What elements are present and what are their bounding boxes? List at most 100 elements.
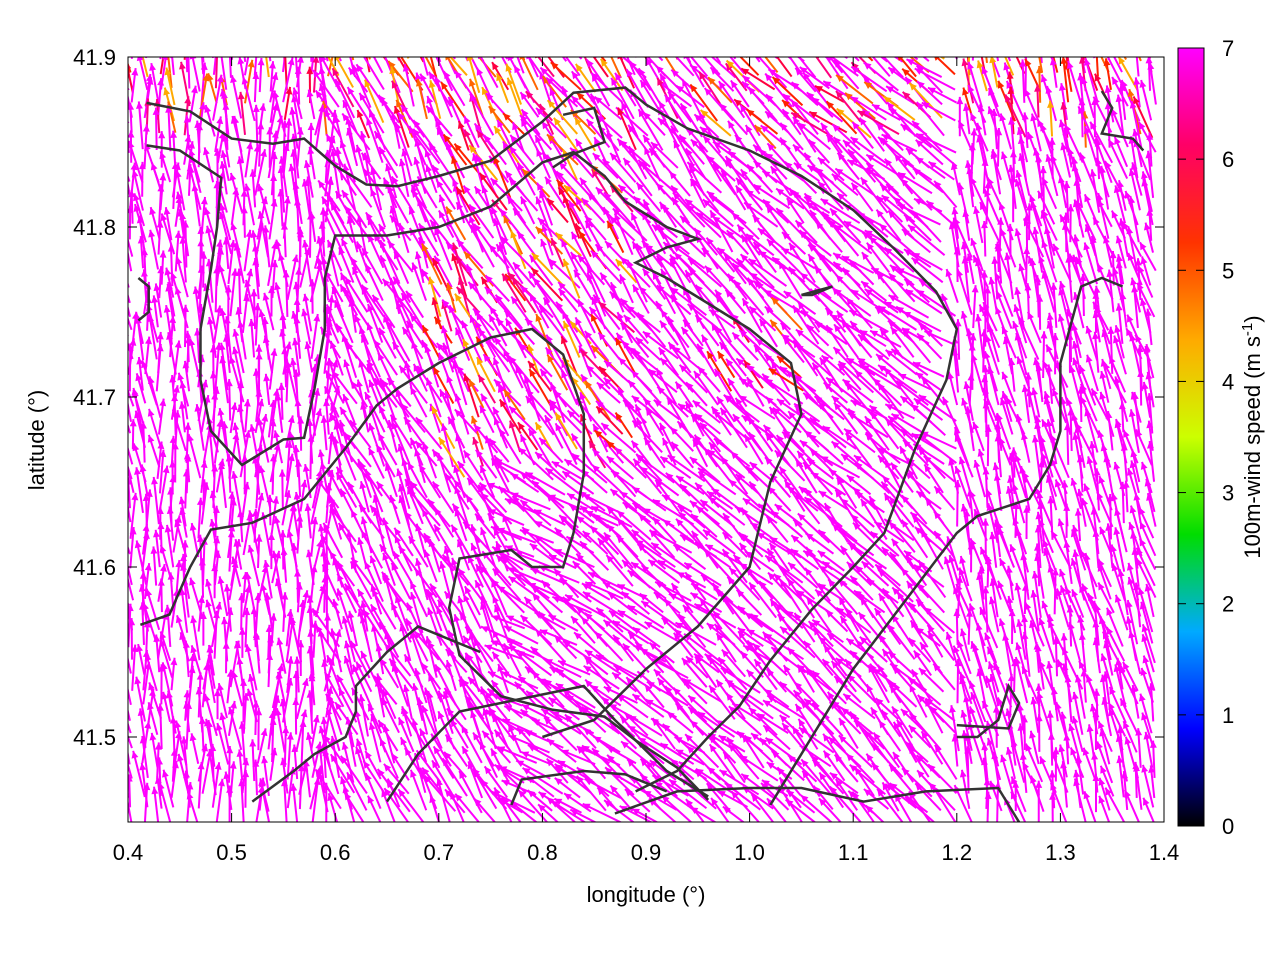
wind-arrowhead	[182, 360, 190, 369]
wind-arrowhead	[171, 442, 179, 450]
wind-arrow	[1092, 57, 1096, 59]
wind-arrowhead	[510, 492, 519, 500]
wind-arrowhead	[316, 478, 324, 487]
wind-arrowhead	[649, 530, 658, 538]
wind-arrowhead	[323, 522, 330, 531]
wind-arrowhead	[517, 231, 525, 240]
wind-arrow	[211, 57, 215, 59]
wind-arrowhead	[1093, 301, 1100, 310]
wind-arrowhead	[477, 57, 482, 60]
wind-arrowhead	[618, 357, 627, 366]
wind-arrowhead	[1045, 475, 1053, 484]
wind-arrowhead	[639, 286, 647, 295]
wind-arrowhead	[660, 73, 667, 82]
wind-arrowhead	[313, 313, 321, 322]
wind-arrow	[452, 361, 468, 406]
wind-arrowhead	[1097, 430, 1105, 439]
wind-arrowhead	[189, 523, 197, 531]
wind-arrowhead	[1126, 328, 1133, 337]
wind-arrowhead	[397, 443, 405, 452]
wind-arrowhead	[433, 367, 440, 376]
wind-arrowhead	[571, 433, 579, 442]
wind-arrowhead	[454, 486, 461, 495]
wind-arrowhead	[817, 41, 825, 48]
wind-arrow	[527, 57, 539, 78]
wind-arrowhead	[237, 57, 245, 65]
wind-arrowhead	[261, 196, 268, 205]
wind-arrowhead	[756, 57, 761, 61]
wind-arrowhead	[677, 35, 683, 43]
wind-arrowhead	[1043, 226, 1051, 235]
wind-arrowhead	[825, 307, 833, 316]
wind-arrowhead	[1006, 397, 1013, 406]
wind-arrow	[148, 314, 158, 360]
wind-arrowhead	[1111, 210, 1119, 219]
wind-arrowhead	[491, 206, 498, 215]
wind-arrow	[825, 100, 858, 135]
wind-arrowhead	[796, 344, 804, 352]
wind-arrowhead	[1014, 228, 1022, 237]
wind-arrowhead	[350, 420, 358, 429]
wind-arrowhead	[1030, 200, 1037, 209]
wind-arrowhead	[313, 388, 321, 396]
wind-arrowhead	[417, 39, 424, 47]
wind-arrowhead	[685, 270, 693, 279]
wind-arrow	[861, 364, 901, 390]
wind-arrowhead	[169, 315, 177, 324]
wind-arrowhead	[962, 209, 970, 218]
wind-arrowhead	[984, 424, 992, 432]
wind-arrowhead	[795, 329, 804, 337]
wind-arrowhead	[338, 420, 346, 428]
wind-arrowhead	[910, 512, 919, 520]
wind-arrowhead	[617, 312, 624, 321]
wind-arrowhead	[525, 57, 527, 58]
wind-arrowhead	[308, 22, 315, 29]
wind-arrow	[610, 57, 622, 79]
wind-arrowhead	[637, 312, 645, 321]
wind-arrowhead	[880, 328, 888, 337]
wind-arrowhead	[341, 334, 349, 343]
wind-arrowhead	[228, 523, 236, 532]
wind-arrowhead	[427, 47, 434, 55]
wind-arrowhead	[413, 120, 421, 128]
wind-arrowhead	[515, 365, 523, 374]
wind-arrow	[884, 158, 914, 195]
wind-arrowhead	[490, 178, 499, 186]
wind-arrowhead	[523, 24, 530, 32]
wind-arrowhead	[900, 178, 909, 187]
wind-arrowhead	[894, 153, 902, 162]
wind-arrowhead	[454, 409, 463, 418]
wind-arrowhead	[1023, 505, 1031, 513]
wind-arrowhead	[691, 514, 699, 522]
wind-arrowhead	[832, 124, 841, 132]
wind-arrowhead	[291, 94, 298, 103]
wind-arrowhead	[262, 46, 269, 54]
wind-arrowhead	[1000, 151, 1008, 160]
wind-arrowhead	[222, 102, 230, 110]
wind-arrowhead	[763, 290, 772, 297]
wind-arrowhead	[283, 196, 291, 204]
wind-arrowhead	[302, 293, 310, 302]
wind-arrowhead	[393, 276, 401, 285]
wind-arrowhead	[840, 498, 849, 507]
wind-arrowhead	[797, 513, 806, 521]
wind-arrow	[518, 447, 554, 481]
wind-arrowhead	[833, 137, 842, 145]
wind-arrow	[267, 241, 277, 286]
wind-arrowhead	[707, 449, 716, 457]
wind-arrowhead	[536, 148, 543, 157]
wind-arrowhead	[359, 49, 366, 57]
wind-arrowhead	[748, 86, 756, 95]
wind-arrow	[860, 498, 888, 540]
wind-arrowhead	[601, 423, 610, 431]
wind-arrow	[1007, 57, 1012, 62]
wind-arrowhead	[507, 272, 516, 281]
wind-arrowhead	[546, 494, 555, 502]
wind-arrowhead	[401, 293, 409, 302]
wind-arrowhead	[159, 173, 167, 181]
wind-arrowhead	[240, 189, 248, 197]
wind-arrowhead	[1005, 94, 1012, 103]
wind-arrow	[548, 399, 583, 434]
wind-arrowhead	[415, 523, 422, 532]
wind-arrowhead	[811, 97, 820, 105]
